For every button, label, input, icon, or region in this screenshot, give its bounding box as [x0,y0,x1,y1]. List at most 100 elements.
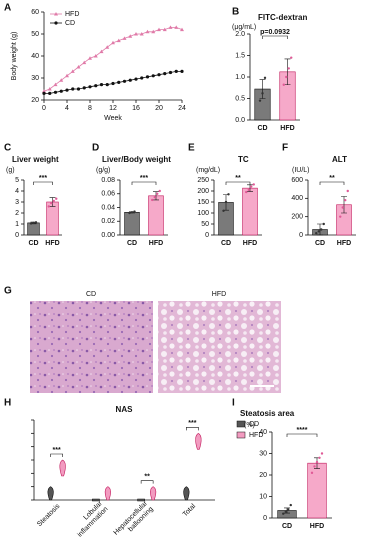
marker [111,40,115,45]
significance-bracket [131,181,157,185]
significance-bracket [225,181,251,185]
significance-bracket [50,453,63,457]
data-point [344,198,347,202]
data-point [224,200,228,204]
error-bar [284,58,291,86]
data-point [285,75,288,79]
marker [76,87,81,91]
significance-label: *** [188,420,196,427]
y-unit: (μg/mL) [232,24,256,31]
legend-label: CD [65,20,75,27]
marker [157,73,161,77]
marker [140,76,144,80]
x-tick-label: HFD [310,523,324,530]
data-point [50,201,53,205]
marker [65,88,69,92]
x-tick-label: 4 [65,105,69,112]
marker [157,27,161,32]
y-tick-label: 40 [259,429,267,436]
series-line [43,27,183,92]
significance-bracket [319,181,345,185]
y-unit: (g) [6,167,15,174]
data-point [310,471,314,475]
y-unit: (%) [244,422,255,429]
y-tick-label: 0.06 [101,191,115,198]
y-tick-label: 60 [31,9,39,16]
y-tick-label: 600 [291,177,303,184]
marker [128,78,132,82]
marker [145,29,150,34]
error-bar [284,507,290,514]
panel-label: G [4,286,12,297]
violin [195,432,202,450]
marker [145,75,150,79]
data-point [52,199,55,203]
chart-title: Liver weight [12,155,59,164]
y-tick-label: 0.02 [101,218,115,225]
data-point [55,197,58,200]
marker [174,69,178,73]
x-tick-label: CD [282,523,292,530]
marker [180,69,184,73]
marker [93,54,98,58]
significance-label: p=0.0932 [260,29,290,36]
x-tick-label: CD [221,240,231,247]
y-tick-label: 1.0 [235,74,245,81]
data-point [258,99,262,102]
legend-marker [54,21,58,25]
chart-title: TC [238,155,249,164]
panel-label: D [92,143,99,154]
violin [137,498,145,502]
marker [122,79,127,83]
x-tick-label: CD [28,240,38,247]
y-tick-label: 250 [197,177,209,184]
x-tick-label: 8 [88,105,92,112]
y-tick-label: 2 [15,210,19,217]
data-point [245,190,248,194]
significance-bracket [286,433,318,437]
y-tick-label: 0.08 [101,177,115,184]
significance-label: *** [39,175,47,182]
marker [59,89,63,93]
chart-title: NAS [116,405,134,414]
data-point [313,465,316,468]
marker [42,91,46,95]
marker [65,73,69,78]
panel-label: A [4,3,11,14]
marker [71,87,75,91]
error-bar [259,79,266,99]
significance-bracket [140,480,154,484]
marker [111,81,115,86]
marker [180,27,184,32]
marker [168,70,173,75]
significance-label: ** [235,175,241,182]
marker [122,36,127,40]
chart-panel: H Steatosis Lobularinflammation Hepatocellu… [4,398,263,539]
marker [99,83,104,87]
y-tick-label: 0.5 [235,95,245,102]
y-tick-label: 20 [259,472,267,479]
bar [124,212,140,236]
data-point [151,198,154,202]
violin [92,498,100,502]
x-tick-label: Steatosis [36,502,62,528]
x-axis-label: Week [104,115,122,122]
y-tick-label: 50 [201,221,209,228]
data-point [284,510,287,513]
data-point [289,503,292,507]
y-unit: (mg/dL) [196,167,220,174]
violin [47,486,54,501]
chart-panel: F 0 200 400 600 CD HFD ** ALT (IU/L) [282,143,356,247]
violin [59,459,66,477]
chart-panel: E 0 50 100 150 200 250 CD HFD ** TC (mg/dL) [188,143,262,247]
data-point [322,222,325,226]
data-point [282,512,285,515]
error-bar [341,196,347,214]
marker [116,38,121,43]
x-tick-label: 24 [178,105,186,112]
marker [105,45,110,49]
data-point [346,189,349,193]
panel-label: I [232,398,235,409]
